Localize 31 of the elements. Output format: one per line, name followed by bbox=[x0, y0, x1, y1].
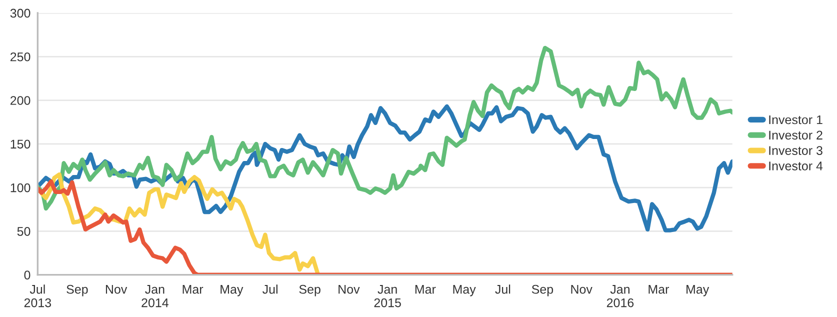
y-tick-label: 50 bbox=[17, 227, 30, 236]
x-tick-label: Sep bbox=[532, 284, 554, 296]
line-series bbox=[38, 46, 732, 211]
x-tick-label: Nov bbox=[338, 285, 360, 294]
x-tick-label: Nov bbox=[571, 285, 592, 294]
y-tick-label: 250 bbox=[10, 52, 30, 62]
x-tick-label: Nov bbox=[106, 285, 128, 294]
legend-label: Investor 4 bbox=[769, 162, 823, 170]
x-tick-label: May bbox=[453, 285, 476, 296]
x-tick-label: Sep bbox=[66, 284, 88, 296]
x-tick-label: Mar bbox=[415, 285, 436, 294]
x-tick-label: Mar bbox=[648, 285, 669, 294]
x-tick-label: Jul 2013 bbox=[24, 284, 52, 308]
x-tick-label: Jan 2015 bbox=[374, 285, 401, 308]
x-tick-label: Mar bbox=[182, 285, 204, 294]
line-series bbox=[38, 172, 320, 275]
x-tick-label: Jan 2014 bbox=[142, 285, 168, 308]
legend-label: Investor 1 bbox=[769, 115, 822, 124]
legend-label: Investor 3 bbox=[769, 146, 822, 155]
y-tick-label: 0 bbox=[24, 270, 30, 280]
legend-label: Investor 2 bbox=[769, 130, 822, 140]
x-tick-label: Sep bbox=[299, 284, 320, 296]
x-tick-label: Jul bbox=[495, 284, 510, 294]
y-tick-label: 150 bbox=[10, 140, 30, 149]
x-tick-label: May bbox=[686, 285, 710, 296]
x-tick-label: May bbox=[220, 285, 244, 296]
y-tick-label: 100 bbox=[10, 183, 30, 192]
x-tick-label: Jan 2016 bbox=[606, 285, 634, 308]
y-tick-label: 300 bbox=[10, 8, 30, 18]
x-tick-label: Jul bbox=[262, 284, 278, 294]
y-tick-label: 200 bbox=[10, 96, 30, 105]
